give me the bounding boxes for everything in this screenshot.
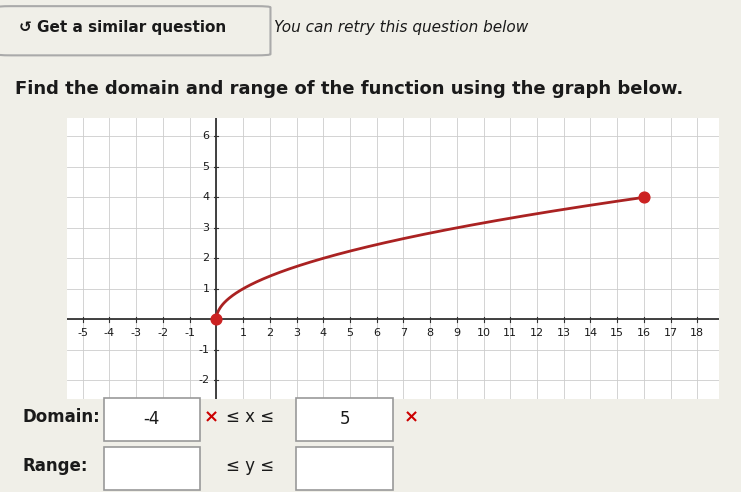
Point (638, 193, 650, 201)
Text: 6: 6 (203, 131, 210, 141)
FancyBboxPatch shape (0, 6, 270, 55)
Text: 16: 16 (637, 328, 651, 338)
Text: -4: -4 (104, 328, 115, 338)
Text: 2: 2 (266, 328, 273, 338)
Text: Domain:: Domain: (22, 408, 100, 426)
Text: -4: -4 (144, 410, 160, 428)
Text: 8: 8 (427, 328, 433, 338)
Text: 17: 17 (664, 328, 678, 338)
Text: 12: 12 (530, 328, 544, 338)
Text: You can retry this question below: You can retry this question below (274, 20, 528, 35)
Text: -3: -3 (130, 328, 142, 338)
Text: ×: × (204, 408, 219, 426)
FancyBboxPatch shape (104, 398, 200, 441)
Text: -5: -5 (77, 328, 88, 338)
Text: Find the domain and range of the function using the graph below.: Find the domain and range of the functio… (15, 80, 683, 97)
Text: Range:: Range: (22, 458, 87, 475)
Text: ↺ Get a similar question: ↺ Get a similar question (19, 20, 226, 35)
Text: 10: 10 (476, 328, 491, 338)
Text: ≤ x ≤: ≤ x ≤ (226, 408, 274, 426)
Text: 13: 13 (556, 328, 571, 338)
Text: -1: -1 (184, 328, 195, 338)
Text: 4: 4 (202, 192, 210, 202)
Text: 3: 3 (203, 223, 210, 233)
Text: 15: 15 (611, 328, 624, 338)
Text: 6: 6 (373, 328, 380, 338)
Text: 1: 1 (203, 284, 210, 294)
Text: 7: 7 (400, 328, 407, 338)
Text: 2: 2 (202, 253, 210, 263)
Text: 5: 5 (347, 328, 353, 338)
Text: -1: -1 (199, 345, 210, 355)
Point (210, 315, 222, 323)
Text: ≤ y ≤: ≤ y ≤ (226, 458, 274, 475)
Text: 5: 5 (203, 162, 210, 172)
Text: 9: 9 (453, 328, 460, 338)
FancyBboxPatch shape (296, 398, 393, 441)
Text: 18: 18 (691, 328, 705, 338)
Text: -2: -2 (157, 328, 168, 338)
Text: 1: 1 (239, 328, 247, 338)
Text: 4: 4 (319, 328, 327, 338)
FancyBboxPatch shape (104, 447, 200, 490)
Text: 5: 5 (339, 410, 350, 428)
Text: 11: 11 (503, 328, 517, 338)
FancyBboxPatch shape (296, 447, 393, 490)
Text: 14: 14 (583, 328, 597, 338)
Text: 3: 3 (293, 328, 300, 338)
Text: -2: -2 (199, 375, 210, 385)
Text: ×: × (404, 408, 419, 426)
